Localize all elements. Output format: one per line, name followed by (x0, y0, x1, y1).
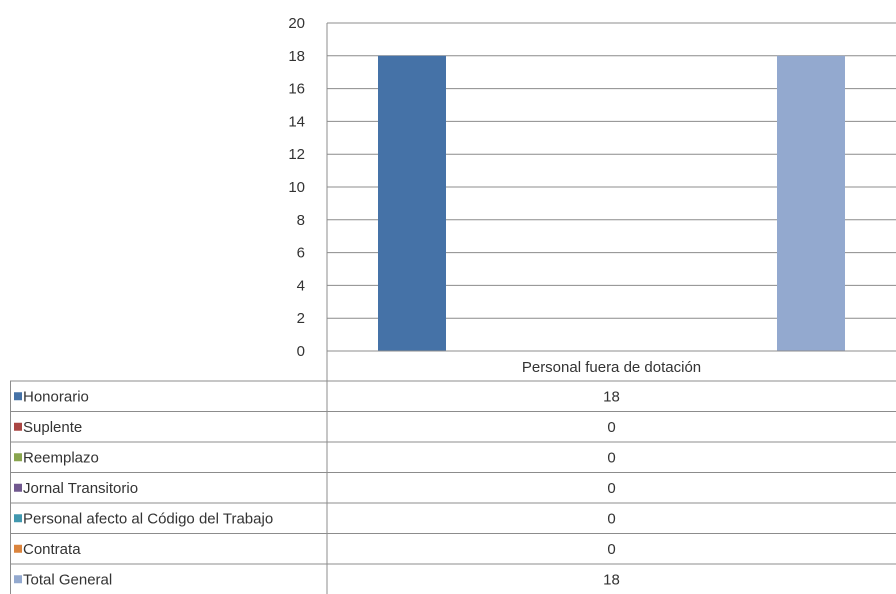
y-tick-label: 8 (297, 212, 305, 229)
table-value: 0 (607, 419, 615, 436)
legend-key (14, 544, 22, 553)
y-tick-label: 12 (288, 146, 305, 163)
legend-key (14, 575, 22, 584)
table-value: 0 (607, 510, 615, 527)
y-tick-label: 10 (288, 179, 305, 196)
table-value: 18 (603, 388, 620, 405)
series-label: Honorario (23, 388, 89, 405)
bars (378, 55, 845, 352)
legend-key (14, 392, 22, 401)
y-tick-label: 14 (288, 113, 305, 130)
y-tick-label: 18 (288, 48, 305, 65)
y-tick-label: 2 (297, 310, 305, 327)
table-value: 0 (607, 480, 615, 497)
series-label: Personal afecto al Código del Trabajo (23, 510, 273, 527)
series-label: Suplente (23, 419, 82, 436)
legend-key (14, 422, 22, 431)
y-axis-ticks: 0 2 4 6 8 10 12 14 16 18 20 (288, 15, 305, 360)
bar (777, 55, 845, 352)
table-value: 18 (603, 571, 620, 588)
legend-key (14, 483, 22, 492)
series-label: Jornal Transitorio (23, 480, 138, 497)
y-tick-label: 16 (288, 81, 305, 98)
legend-key (14, 514, 22, 523)
legend-key (14, 453, 22, 462)
category-label: Personal fuera de dotación (522, 359, 701, 376)
y-tick-label: 6 (297, 245, 305, 262)
table-value: 0 (607, 541, 615, 558)
bar (378, 55, 446, 352)
data-table: Personal fuera de dotación Honorario 18 Sup… (10, 350, 896, 594)
series-label: Contrata (23, 541, 81, 558)
table-value: 0 (607, 449, 615, 466)
y-tick-label: 4 (297, 277, 305, 294)
y-tick-label: 20 (288, 15, 305, 32)
y-tick-label: 0 (297, 343, 305, 360)
series-label: Total General (23, 571, 112, 588)
series-label: Reemplazo (23, 449, 99, 466)
